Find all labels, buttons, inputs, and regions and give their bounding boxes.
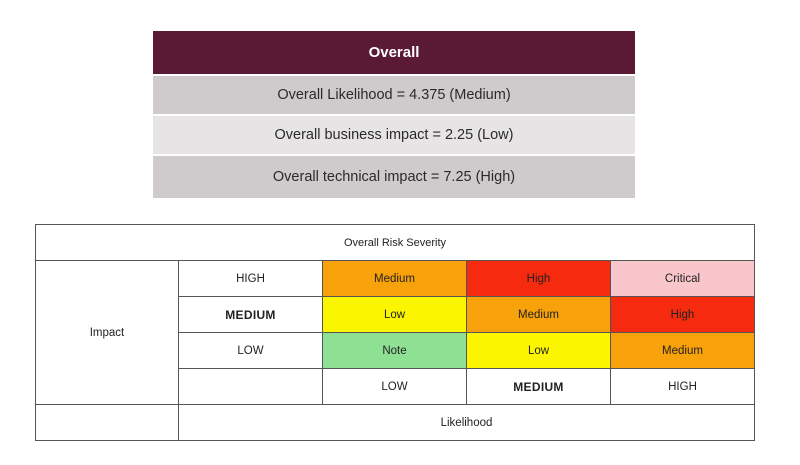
severity-cell: High [466, 260, 611, 297]
severity-cell: Medium [322, 260, 467, 297]
impact-axis-label: Impact [35, 260, 179, 405]
overall-header: Overall [153, 31, 635, 74]
overall-business-impact-row: Overall business impact = 2.25 (Low) [153, 114, 635, 154]
matrix-title: Overall Risk Severity [35, 224, 755, 261]
empty-footer-cell [35, 404, 179, 441]
impact-level-high: HIGH [178, 260, 323, 297]
severity-cell: Medium [466, 296, 611, 333]
severity-cell: Low [466, 332, 611, 369]
likelihood-axis-label: Likelihood [178, 404, 755, 441]
overall-summary-table: Overall Overall Likelihood = 4.375 (Medi… [153, 31, 635, 198]
severity-cell: High [610, 296, 755, 333]
overall-technical-impact-row: Overall technical impact = 7.25 (High) [153, 154, 635, 198]
impact-level-medium: MEDIUM [178, 296, 323, 333]
overall-likelihood-row: Overall Likelihood = 4.375 (Medium) [153, 74, 635, 114]
likelihood-level-low: LOW [322, 368, 467, 405]
severity-cell: Critical [610, 260, 755, 297]
severity-cell: Low [322, 296, 467, 333]
impact-level-low: LOW [178, 332, 323, 369]
empty-cell [178, 368, 323, 405]
likelihood-level-high: HIGH [610, 368, 755, 405]
severity-cell: Medium [610, 332, 755, 369]
severity-cell: Note [322, 332, 467, 369]
likelihood-level-medium: MEDIUM [466, 368, 611, 405]
risk-severity-matrix: Overall Risk Severity Impact HIGH Medium… [35, 224, 755, 441]
